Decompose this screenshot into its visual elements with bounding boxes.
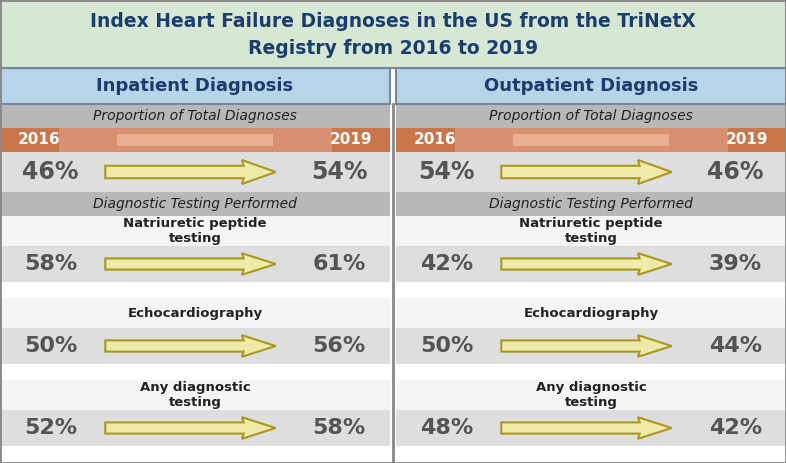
Bar <box>396 246 786 282</box>
Text: 42%: 42% <box>709 418 762 438</box>
Text: 56%: 56% <box>313 336 366 356</box>
Bar <box>396 328 786 364</box>
Text: 54%: 54% <box>418 160 475 184</box>
Bar <box>0 152 390 192</box>
Text: Outpatient Diagnosis: Outpatient Diagnosis <box>484 77 698 95</box>
Bar <box>0 128 390 152</box>
FancyArrow shape <box>501 417 672 439</box>
Text: 2016: 2016 <box>413 132 457 148</box>
Bar <box>0 328 390 364</box>
Text: 48%: 48% <box>420 418 473 438</box>
FancyArrow shape <box>501 160 672 184</box>
Text: 58%: 58% <box>24 254 77 274</box>
FancyArrow shape <box>501 253 672 275</box>
Text: Any diagnostic
testing: Any diagnostic testing <box>535 381 646 409</box>
Text: Echocardiography: Echocardiography <box>523 307 659 319</box>
Text: 44%: 44% <box>709 336 762 356</box>
Bar <box>396 216 786 246</box>
Bar <box>0 216 390 246</box>
Text: 2019: 2019 <box>725 132 768 148</box>
Bar <box>58 128 332 152</box>
Text: Proportion of Total Diagnoses: Proportion of Total Diagnoses <box>489 109 693 123</box>
Text: 2016: 2016 <box>18 132 61 148</box>
Bar <box>396 68 786 104</box>
Text: Proportion of Total Diagnoses: Proportion of Total Diagnoses <box>93 109 297 123</box>
Bar <box>396 104 786 128</box>
FancyArrow shape <box>105 160 276 184</box>
Text: Registry from 2016 to 2019: Registry from 2016 to 2019 <box>248 39 538 58</box>
Text: Natriuretic peptide
testing: Natriuretic peptide testing <box>520 217 663 245</box>
FancyArrow shape <box>105 335 276 357</box>
Text: Any diagnostic
testing: Any diagnostic testing <box>140 381 251 409</box>
Text: 54%: 54% <box>311 160 368 184</box>
Text: 46%: 46% <box>23 160 79 184</box>
Text: Diagnostic Testing Performed: Diagnostic Testing Performed <box>489 197 693 211</box>
Bar <box>0 410 390 446</box>
Text: 2019: 2019 <box>330 132 373 148</box>
Bar <box>396 380 786 410</box>
Text: 58%: 58% <box>313 418 366 438</box>
Text: Inpatient Diagnosis: Inpatient Diagnosis <box>97 77 293 95</box>
Text: Index Heart Failure Diagnoses in the US from the TriNetX: Index Heart Failure Diagnoses in the US … <box>90 12 696 31</box>
Bar <box>0 380 390 410</box>
Text: Natriuretic peptide
testing: Natriuretic peptide testing <box>123 217 266 245</box>
Text: 50%: 50% <box>420 336 473 356</box>
Bar <box>0 68 390 104</box>
Bar <box>396 410 786 446</box>
Text: 50%: 50% <box>24 336 77 356</box>
Bar <box>0 68 390 104</box>
Bar <box>513 134 669 146</box>
FancyArrow shape <box>105 253 276 275</box>
Bar <box>396 298 786 328</box>
Bar <box>454 128 728 152</box>
Bar <box>117 134 273 146</box>
Text: 52%: 52% <box>24 418 77 438</box>
Bar <box>0 104 390 128</box>
Bar <box>396 152 786 192</box>
Bar <box>0 298 390 328</box>
Text: 39%: 39% <box>709 254 762 274</box>
FancyArrow shape <box>501 335 672 357</box>
Text: 61%: 61% <box>313 254 366 274</box>
Bar <box>0 192 390 216</box>
Text: 46%: 46% <box>707 160 763 184</box>
Bar <box>396 68 786 104</box>
Bar <box>0 246 390 282</box>
Bar <box>0 0 786 68</box>
Text: 42%: 42% <box>421 254 473 274</box>
FancyArrow shape <box>105 417 276 439</box>
Bar <box>396 128 786 152</box>
Bar <box>396 192 786 216</box>
Text: Echocardiography: Echocardiography <box>127 307 263 319</box>
Text: Diagnostic Testing Performed: Diagnostic Testing Performed <box>93 197 297 211</box>
